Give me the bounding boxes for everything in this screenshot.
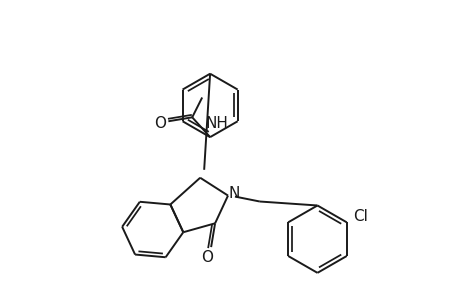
- Text: N: N: [228, 186, 239, 201]
- Text: O: O: [154, 116, 166, 131]
- Text: Cl: Cl: [353, 209, 367, 224]
- Text: O: O: [201, 250, 213, 265]
- Text: NH: NH: [205, 116, 228, 131]
